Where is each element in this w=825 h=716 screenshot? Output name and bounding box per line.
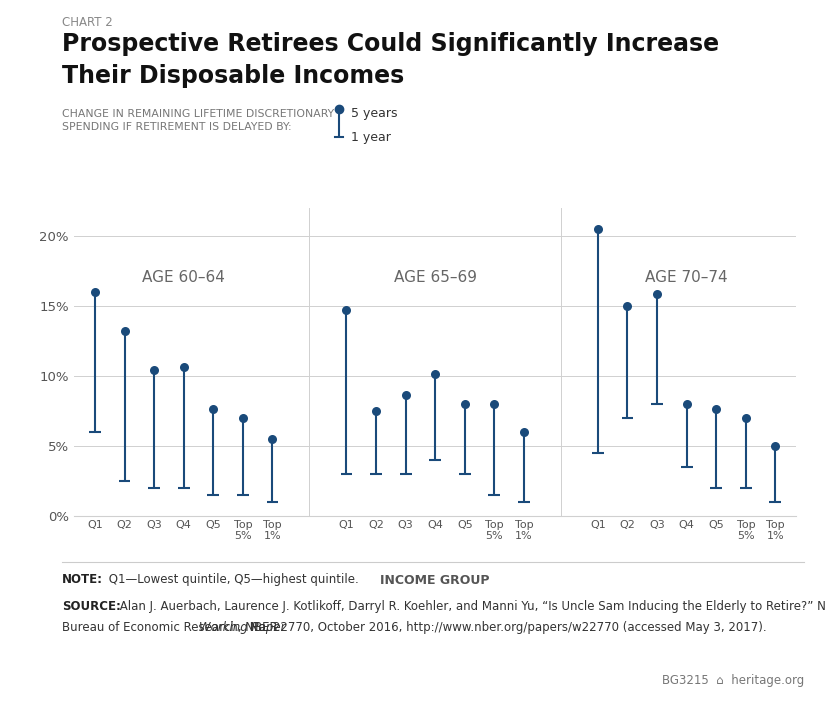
Text: Alan J. Auerbach, Laurence J. Kotlikoff, Darryl R. Koehler, and Manni Yu, “Is Un: Alan J. Auerbach, Laurence J. Kotlikoff,… <box>116 600 825 613</box>
Text: Prospective Retirees Could Significantly Increase: Prospective Retirees Could Significantly… <box>62 32 719 57</box>
Text: NOTE:: NOTE: <box>62 573 103 586</box>
Text: CHART 2: CHART 2 <box>62 16 113 29</box>
Text: Bureau of Economic Research, NBER: Bureau of Economic Research, NBER <box>62 621 281 634</box>
Text: No. 22770, October 2016, http://www.nber.org/papers/w22770 (accessed May 3, 2017: No. 22770, October 2016, http://www.nber… <box>246 621 766 634</box>
Text: CHANGE IN REMAINING LIFETIME DISCRETIONARY
SPENDING IF RETIREMENT IS DELAYED BY:: CHANGE IN REMAINING LIFETIME DISCRETIONA… <box>62 109 334 132</box>
Text: AGE 65–69: AGE 65–69 <box>394 270 477 285</box>
Text: Working Paper: Working Paper <box>200 621 285 634</box>
Text: Their Disposable Incomes: Their Disposable Incomes <box>62 64 404 89</box>
Text: INCOME GROUP: INCOME GROUP <box>380 574 490 587</box>
Text: BG3215  ⌂  heritage.org: BG3215 ⌂ heritage.org <box>662 674 804 687</box>
Text: AGE 60–64: AGE 60–64 <box>142 270 225 285</box>
Text: Q1—Lowest quintile, Q5—highest quintile.: Q1—Lowest quintile, Q5—highest quintile. <box>105 573 359 586</box>
Text: 1 year: 1 year <box>351 131 390 144</box>
Text: SOURCE:: SOURCE: <box>62 600 120 613</box>
Text: 5 years: 5 years <box>351 107 397 120</box>
Text: AGE 70–74: AGE 70–74 <box>645 270 728 285</box>
